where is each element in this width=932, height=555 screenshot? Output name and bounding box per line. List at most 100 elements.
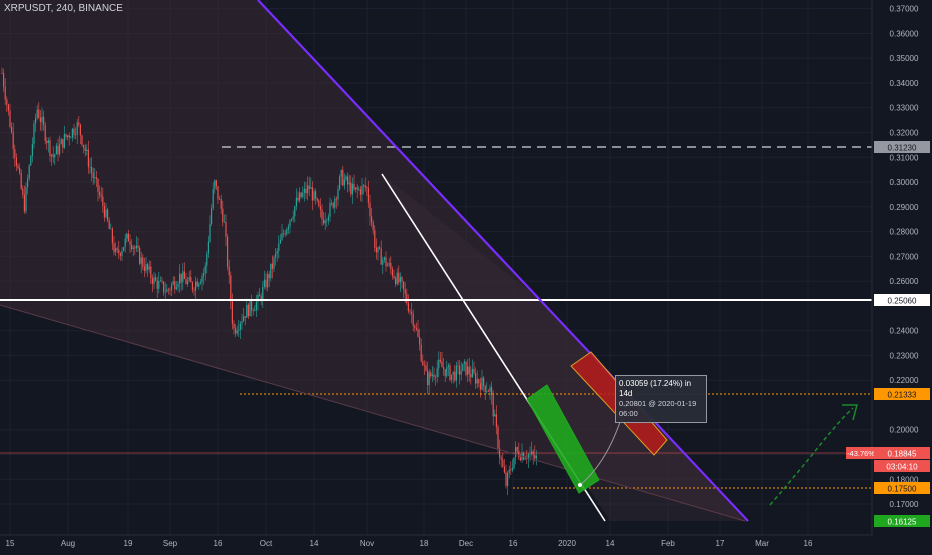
candle-body bbox=[375, 247, 377, 253]
lower-channel-line[interactable] bbox=[0, 304, 746, 522]
candle-body bbox=[92, 172, 94, 179]
candle-body bbox=[214, 180, 216, 190]
candle-body bbox=[518, 451, 520, 458]
candle-body bbox=[167, 289, 169, 290]
time-tick-label: Oct bbox=[260, 539, 273, 548]
label-0312: 0.31230 bbox=[874, 141, 930, 153]
candle-body bbox=[172, 281, 174, 285]
candle-body bbox=[406, 293, 408, 304]
candle-body bbox=[95, 177, 97, 179]
price-axis[interactable]: 0.37000 0.36000 0.35000 0.34000 0.33000 0.320… bbox=[890, 5, 919, 509]
candle-body bbox=[25, 186, 27, 212]
candle-body bbox=[463, 361, 465, 364]
candle-body bbox=[313, 191, 315, 201]
candle-body bbox=[99, 191, 101, 195]
measure-start-dot[interactable] bbox=[578, 483, 582, 487]
candle-body bbox=[379, 247, 381, 249]
candle-body bbox=[134, 247, 136, 249]
candle-body bbox=[387, 265, 389, 267]
candle-body bbox=[143, 266, 145, 271]
candle-body bbox=[68, 135, 70, 138]
candle-body bbox=[102, 196, 104, 206]
candle-body bbox=[247, 304, 249, 317]
candle-body bbox=[335, 198, 337, 200]
candle-body bbox=[84, 147, 86, 152]
candle-body bbox=[57, 145, 59, 155]
candle-body bbox=[459, 365, 461, 375]
candle-body bbox=[399, 277, 401, 283]
candle-body bbox=[302, 192, 304, 197]
candle-body bbox=[407, 303, 409, 312]
candle-body bbox=[395, 278, 397, 285]
candle-body bbox=[108, 220, 110, 229]
candle-body bbox=[177, 284, 179, 288]
candle-body bbox=[94, 177, 96, 179]
time-tick-label: 19 bbox=[124, 539, 133, 548]
candle-body bbox=[475, 373, 477, 384]
green-breakout-box[interactable] bbox=[526, 384, 600, 494]
candle-body bbox=[519, 457, 521, 461]
candle-body bbox=[27, 178, 29, 187]
candle-body bbox=[271, 263, 273, 269]
candle-body bbox=[423, 365, 425, 366]
candle-body bbox=[179, 273, 181, 285]
candle-body bbox=[55, 145, 57, 155]
candle-body bbox=[201, 275, 203, 283]
candle-body bbox=[511, 468, 513, 471]
candle-body bbox=[91, 167, 93, 173]
candle-body bbox=[350, 182, 352, 195]
label-0250: 0.25060 bbox=[874, 294, 930, 306]
candle-body bbox=[527, 454, 529, 459]
candle-body bbox=[403, 281, 405, 290]
time-tick-label: 17 bbox=[716, 539, 725, 548]
candle-body bbox=[343, 179, 345, 186]
candle-body bbox=[366, 187, 368, 189]
candle-body bbox=[156, 280, 158, 289]
candle-body bbox=[180, 273, 182, 283]
candle-body bbox=[486, 391, 488, 393]
time-tick-label: Dec bbox=[459, 539, 473, 548]
candle-body bbox=[396, 272, 398, 285]
candle-body bbox=[318, 200, 320, 207]
candle-body bbox=[150, 266, 152, 279]
candle-body bbox=[324, 220, 326, 224]
candle-body bbox=[500, 457, 502, 460]
candle-body bbox=[30, 155, 32, 166]
candle-body bbox=[534, 454, 536, 459]
candle-body bbox=[391, 268, 393, 276]
candle-body bbox=[454, 371, 456, 381]
price-tick-label: 0.20000 bbox=[890, 426, 919, 435]
candle-body bbox=[495, 414, 497, 427]
price-tick-label: 0.35000 bbox=[890, 54, 919, 63]
candle-body bbox=[4, 86, 6, 100]
candle-body bbox=[243, 316, 245, 322]
candle-body bbox=[411, 311, 413, 314]
label-0250-text: 0.25060 bbox=[888, 297, 917, 306]
price-tick-label: 0.30000 bbox=[890, 178, 919, 187]
candle-body bbox=[63, 134, 65, 148]
candle-body bbox=[46, 140, 48, 144]
candle-body bbox=[233, 323, 235, 329]
purple-trendline[interactable] bbox=[257, 0, 749, 522]
candle-body bbox=[169, 289, 171, 291]
candle-body bbox=[3, 73, 5, 87]
candle-body bbox=[89, 167, 91, 168]
candle-body bbox=[212, 189, 214, 209]
time-axis[interactable]: 15 Aug 19 Sep 16 Oct 14 Nov 18 Dec 16 2020 14 Feb 17 Ma… bbox=[6, 539, 813, 548]
candle-body bbox=[503, 466, 505, 473]
label-0312-text: 0.31230 bbox=[888, 144, 917, 153]
candle-body bbox=[535, 455, 537, 459]
candle-body bbox=[523, 452, 525, 460]
candle-body bbox=[225, 222, 227, 237]
candle-body bbox=[414, 325, 416, 328]
candle-body bbox=[307, 185, 309, 194]
candle-body bbox=[332, 203, 334, 208]
candle-body bbox=[374, 230, 376, 248]
candle-body bbox=[22, 188, 24, 195]
candle-body bbox=[377, 247, 379, 253]
candle-body bbox=[191, 282, 193, 290]
candle-body bbox=[452, 371, 454, 375]
channel-fill bbox=[0, 0, 748, 521]
